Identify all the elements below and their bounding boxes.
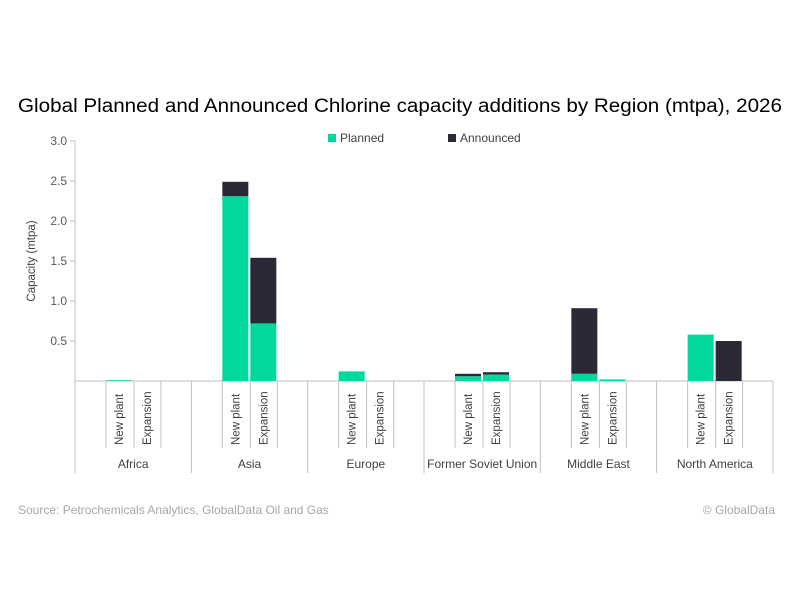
group-label: Asia [238, 457, 262, 471]
subcategory-label: Expansion [258, 391, 270, 445]
bar-announced [571, 308, 598, 374]
bar-announced [715, 341, 742, 381]
bar-announced [483, 372, 509, 375]
legend: Planned Announced [328, 131, 521, 145]
y-tick-label: 1.0 [50, 294, 67, 308]
y-tick-label: 2.5 [50, 174, 67, 188]
subcategory-label: Expansion [142, 391, 154, 445]
bar-announced [455, 373, 481, 377]
legend-swatch-planned [328, 134, 336, 142]
group-label: Middle East [567, 457, 630, 471]
bar-planned [687, 334, 714, 381]
legend-swatch-announced [448, 134, 456, 142]
bar-announced [250, 257, 277, 324]
subcategory-label: New plant [114, 393, 126, 445]
y-tick-label: 0.5 [50, 334, 67, 348]
subcategory-label: New plant [230, 393, 242, 445]
subcategory-label: New plant [463, 393, 475, 445]
y-tick-label: 2.0 [50, 214, 67, 228]
subcategory-label: Expansion [724, 391, 736, 445]
group-label: Africa [118, 457, 149, 471]
bar-planned [599, 379, 626, 381]
bar-planned [250, 323, 277, 381]
copyright: © GlobalData [703, 503, 776, 517]
subcategory-label: Expansion [375, 391, 387, 445]
y-tick-label: 1.5 [50, 254, 67, 268]
chart-title: Global Planned and Announced Chlorine ca… [18, 96, 782, 117]
bar-planned [571, 373, 598, 381]
y-axis-label: Capacity (mtpa) [26, 220, 38, 301]
subcategory-label: New plant [347, 393, 359, 445]
group-label: North America [677, 457, 753, 471]
bar-planned [455, 376, 481, 381]
bar-planned [222, 196, 249, 381]
subcategory-label: Expansion [607, 391, 619, 445]
subcategory-label: Expansion [491, 391, 503, 445]
y-tick-label: 3.0 [50, 134, 67, 148]
subcategory-label: New plant [696, 393, 708, 445]
legend-label-planned: Planned [340, 131, 384, 145]
bar-planned [106, 380, 132, 381]
bar-planned [338, 371, 365, 381]
subcategory-label: New plant [579, 393, 591, 445]
source-note: Source: Petrochemicals Analytics, Global… [18, 503, 329, 517]
group-label: Europe [346, 457, 385, 471]
bar-announced [222, 181, 249, 197]
group-label: Former Soviet Union [427, 457, 537, 471]
legend-label-announced: Announced [460, 131, 521, 145]
bar-planned [483, 374, 509, 381]
